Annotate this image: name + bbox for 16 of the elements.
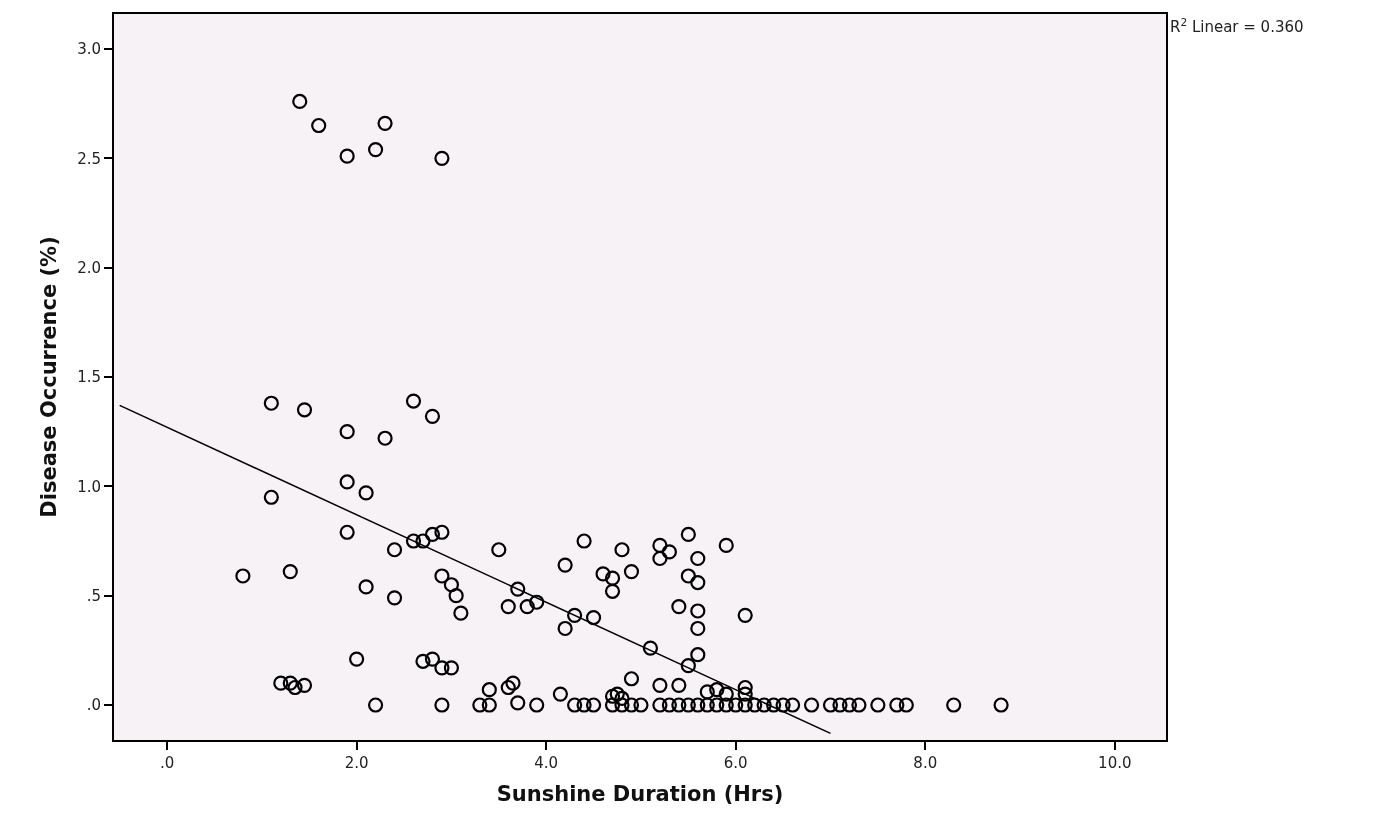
y-axis-title: Disease Occurrence (%) — [36, 236, 61, 518]
y-tick-label: 2.0 — [77, 258, 101, 277]
y-tick-label: 1.5 — [77, 368, 101, 387]
y-tick-label: .5 — [86, 586, 101, 605]
x-tick-label: 2.0 — [344, 754, 369, 772]
y-tick-label: 3.0 — [77, 40, 101, 59]
y-tick-label: 2.5 — [77, 149, 101, 168]
y-tick-label: .0 — [86, 696, 101, 715]
x-tick-label: .0 — [159, 754, 175, 772]
y-tick-label: 1.0 — [77, 477, 101, 496]
x-axis-title: Sunshine Duration (Hrs) — [496, 781, 784, 806]
x-tick-label: 6.0 — [723, 754, 748, 772]
x-tick-label: 10.0 — [1098, 754, 1132, 772]
x-tick-label: 4.0 — [534, 754, 559, 772]
text: R$^{2}$ Linear = 0.360 — [1170, 16, 1304, 37]
x-tick-label: 8.0 — [913, 754, 938, 772]
